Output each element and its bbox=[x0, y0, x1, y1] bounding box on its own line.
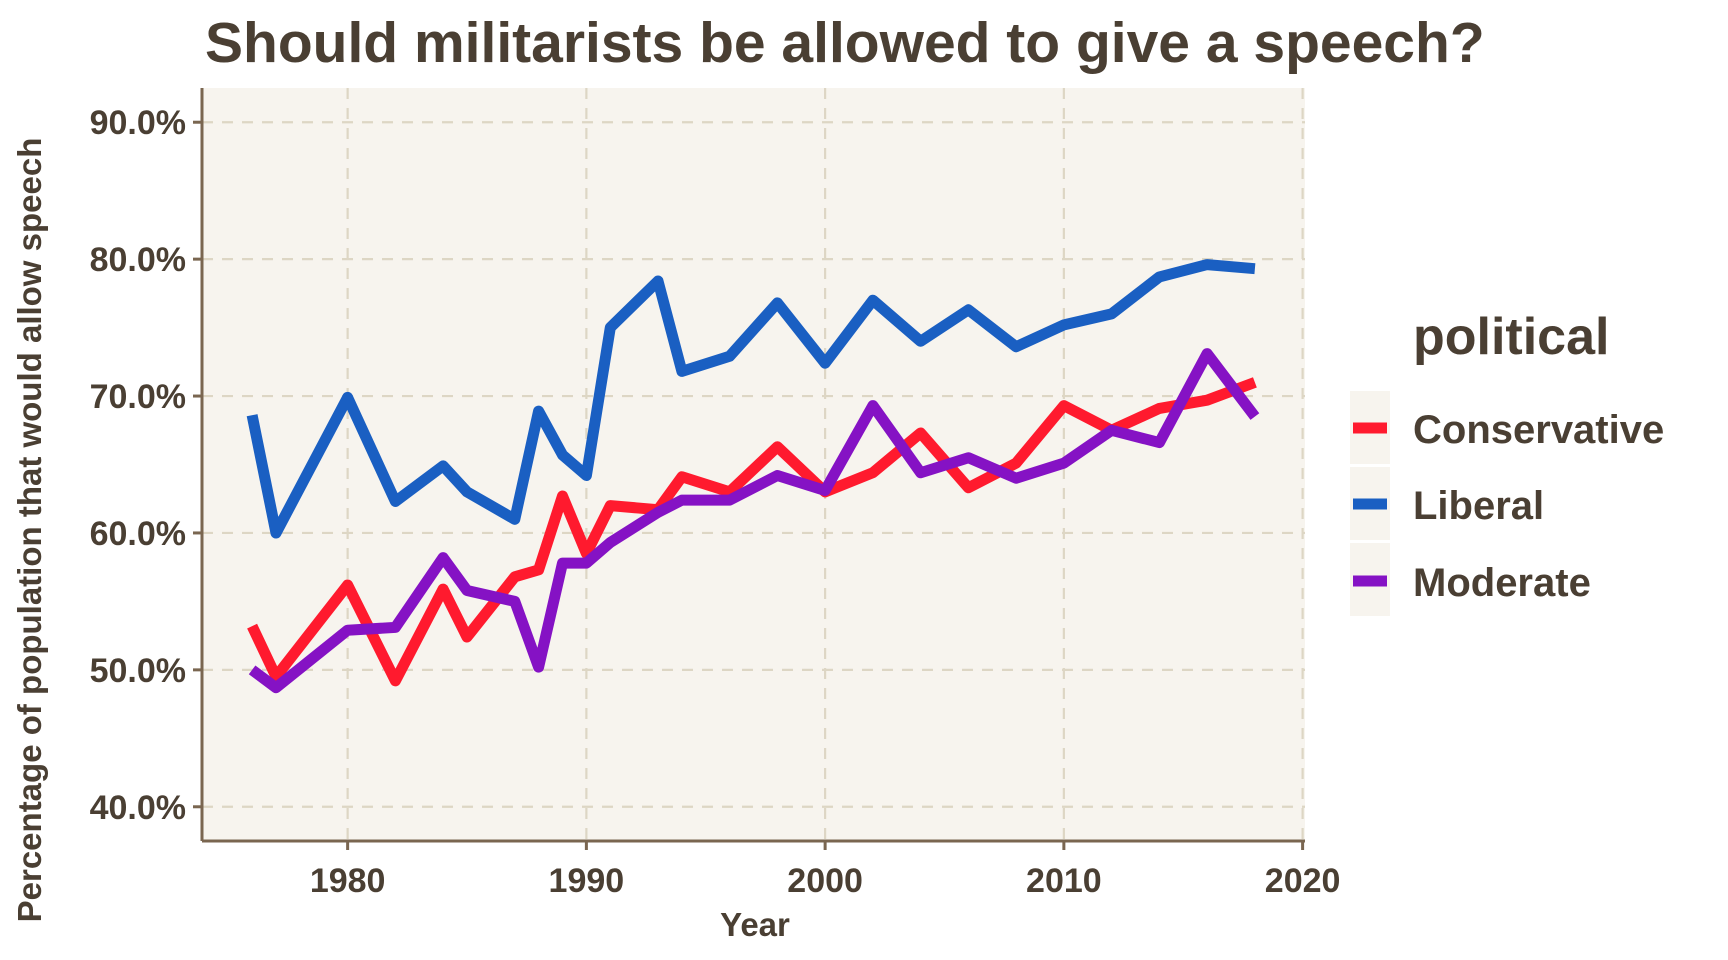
legend: political Conservative Liberal Moderate bbox=[1350, 308, 1664, 616]
x-tick-label: 1990 bbox=[549, 862, 625, 900]
series-points-liberal bbox=[252, 264, 1255, 533]
legend-title: political bbox=[1413, 308, 1609, 366]
y-tick-label: 90.0% bbox=[90, 104, 186, 142]
series-line-moderate bbox=[248, 348, 1260, 694]
y-tick-label: 70.0% bbox=[90, 378, 186, 416]
y-tick-label: 50.0% bbox=[90, 652, 186, 690]
x-axis-title: Year bbox=[720, 906, 790, 943]
y-tick-label: 60.0% bbox=[90, 515, 186, 553]
legend-item-conservative: Conservative bbox=[1350, 391, 1664, 464]
series-points-moderate bbox=[252, 353, 1255, 688]
y-tick-label: 80.0% bbox=[90, 241, 186, 279]
y-axis-title: Percentage of population that would allo… bbox=[11, 138, 48, 923]
chart-title: Should militarists be allowed to give a … bbox=[205, 11, 1485, 75]
legend-label-liberal: Liberal bbox=[1413, 484, 1544, 528]
x-axis-ticks: 1980 1990 2000 2010 2020 bbox=[310, 841, 1341, 900]
y-axis-ticks: 40.0% 50.0% 60.0% 70.0% 80.0% 90.0% bbox=[90, 104, 202, 827]
x-tick-label: 2010 bbox=[1026, 862, 1102, 900]
series-line-conservative bbox=[247, 377, 1257, 687]
y-tick-label: 40.0% bbox=[90, 789, 186, 827]
x-tick-label: 2020 bbox=[1265, 862, 1341, 900]
legend-item-liberal: Liberal bbox=[1350, 467, 1544, 540]
legend-label-moderate: Moderate bbox=[1413, 561, 1591, 605]
series-layer bbox=[246, 259, 1260, 694]
x-tick-label: 2000 bbox=[787, 862, 863, 900]
legend-item-moderate: Moderate bbox=[1350, 543, 1591, 616]
series-line-liberal bbox=[246, 259, 1256, 539]
series-points-conservative bbox=[252, 382, 1255, 681]
legend-label-conservative: Conservative bbox=[1413, 408, 1664, 452]
x-tick-label: 1980 bbox=[310, 862, 386, 900]
